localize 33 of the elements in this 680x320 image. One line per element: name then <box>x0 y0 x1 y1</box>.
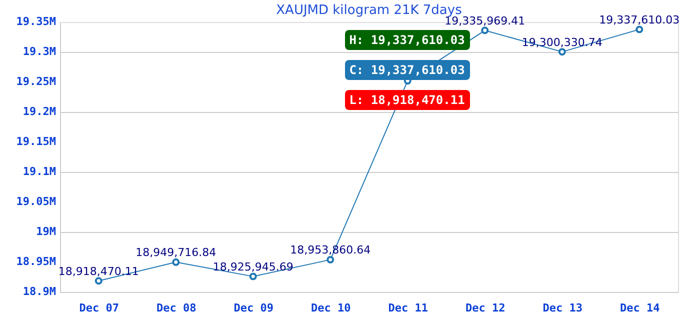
y-tick-label: 18.95M <box>16 255 56 268</box>
y-tick-label: 19.35M <box>16 15 56 28</box>
x-tick-label: Dec 09 <box>234 302 274 314</box>
point <box>481 26 489 34</box>
y-tick-label: 19.05M <box>16 195 56 208</box>
x-tick-label: Dec 13 <box>542 302 582 314</box>
text: 19,337,610.03 <box>599 13 680 26</box>
chart-title: XAUJMD kilogram 21K 7days <box>276 3 462 18</box>
x-tick-label: Dec 12 <box>466 302 506 314</box>
point <box>558 48 566 56</box>
annotation: C: 19,337,610.03 <box>349 63 465 77</box>
y-tick-label: 19.1M <box>22 165 56 178</box>
text: 18,918,470.11 <box>58 264 139 278</box>
annotation: H: 19,337,610.03 <box>349 33 465 47</box>
point <box>94 277 102 285</box>
text: 18,925,945.69 <box>212 260 294 274</box>
y-tick-label: 18.9M <box>22 285 56 298</box>
point <box>326 256 334 264</box>
y-tick-label: 19.15M <box>16 135 56 148</box>
x-tick-label: Dec 08 <box>156 302 196 314</box>
x-tick-label: Dec 14 <box>620 302 660 314</box>
y-tick-label: 19.3M <box>22 45 56 58</box>
text: 18,949,716.84 <box>136 246 216 260</box>
x-tick-label: Dec 11 <box>388 302 428 314</box>
point <box>172 258 180 266</box>
y-tick-label: 19.25M <box>16 75 56 88</box>
annotation: L: 18,918,470.11 <box>349 93 465 107</box>
x-tick-label: Dec 10 <box>311 302 351 314</box>
point <box>636 26 644 34</box>
x-tick-label: Dec 07 <box>79 302 119 314</box>
point <box>249 272 257 280</box>
y-tick-label: 19M <box>36 225 56 238</box>
y-tick-label: 19.2M <box>22 105 56 118</box>
